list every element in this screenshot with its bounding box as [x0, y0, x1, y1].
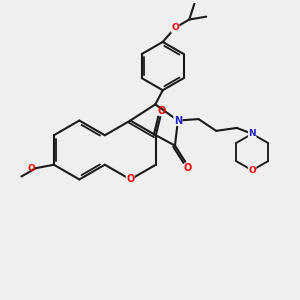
Text: O: O — [126, 174, 134, 184]
Text: O: O — [248, 166, 256, 175]
Text: N: N — [248, 129, 256, 138]
Text: O: O — [158, 106, 166, 116]
Text: N: N — [174, 116, 182, 126]
Text: O: O — [171, 23, 179, 32]
Text: O: O — [183, 163, 191, 173]
Text: O: O — [28, 164, 35, 173]
